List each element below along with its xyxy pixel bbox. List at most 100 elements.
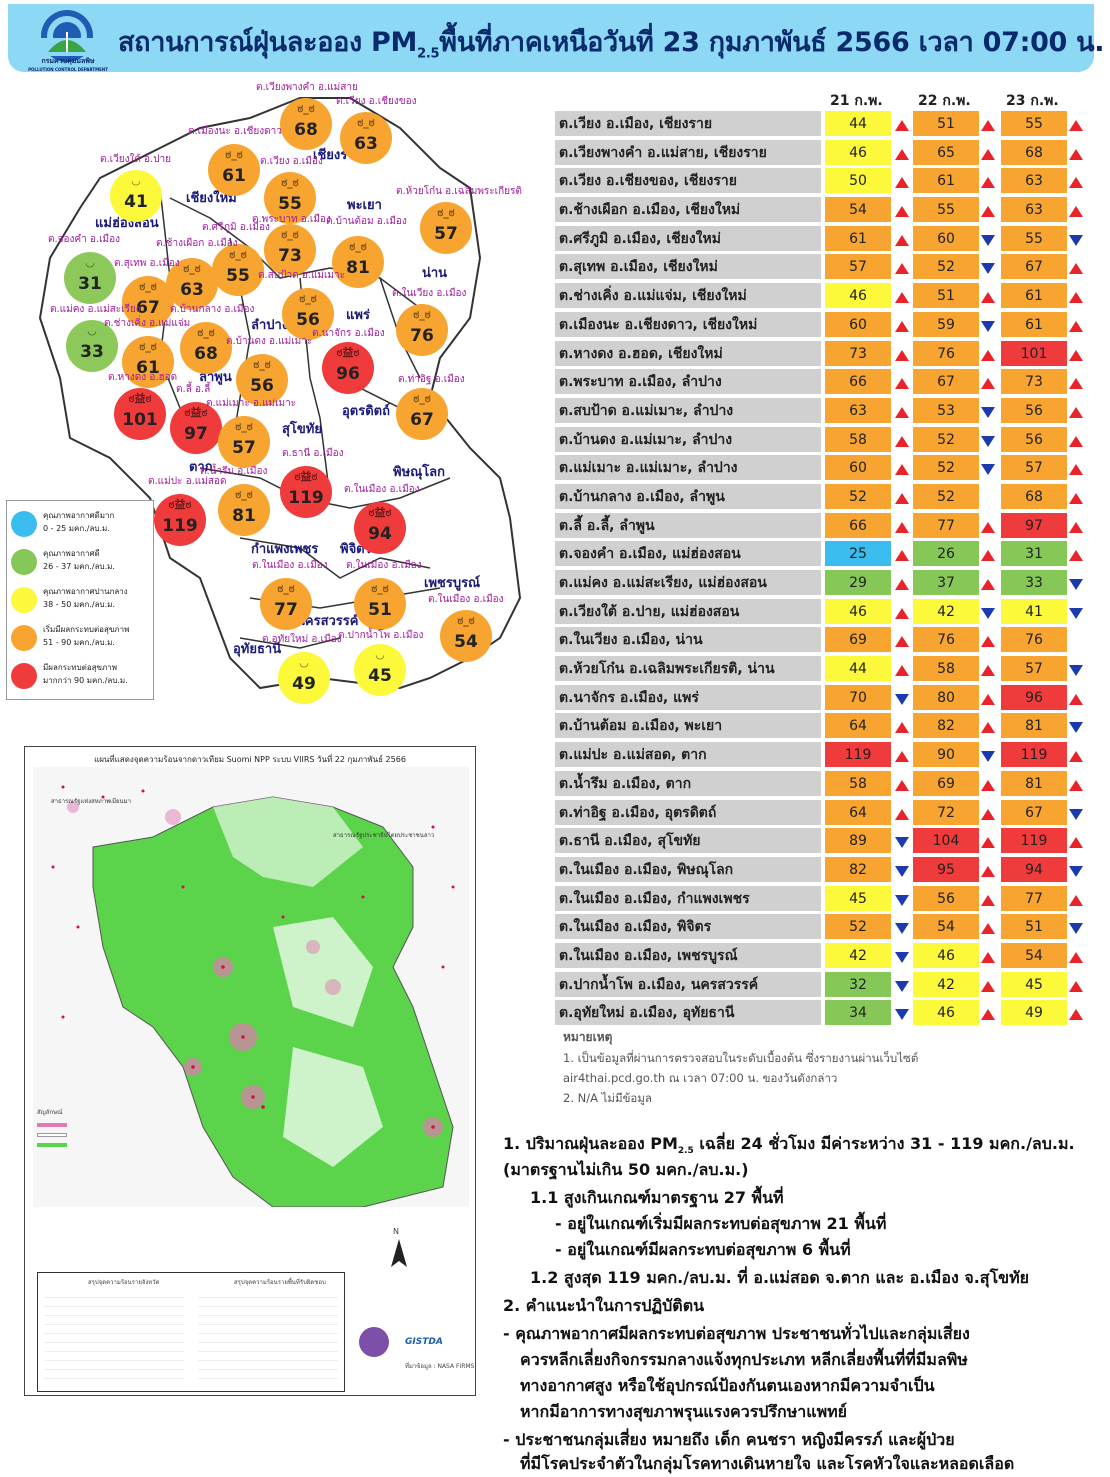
pm25-value-cell: 97: [1001, 512, 1067, 540]
trend-up-icon: [1069, 206, 1083, 218]
table-row: ต.บ้านดง อ.แม่เมาะ, ลำปาง 58 52 56: [555, 426, 1087, 456]
station-name: ต.ธานี อ.เมือง, สุโขทัย: [555, 828, 821, 856]
station-name: ต.เมืองนะ อ.เชียงดาว, เชียงใหม่: [555, 311, 821, 339]
trend-down-icon: [1069, 665, 1083, 677]
table-row: ต.อุทัยใหม่ อ.เมือง, อุทัยธานี 34 46 49: [555, 1000, 1087, 1029]
station-name: ต.บ้านต้อม อ.เมือง, พะเยา: [555, 713, 821, 741]
pm25-bubble: ◡ 41: [110, 170, 162, 222]
station-name: ต.ช่างเคิ่ง อ.แม่แจ่ม, เชียงใหม่: [555, 283, 821, 311]
station-name: ต.ในเมือง อ.เมือง, เพชรบูรณ์: [555, 942, 821, 970]
advice-line: ควรหลีกเลี่ยงกิจกรรมกลางแจ้งทุกประเภท หล…: [520, 1350, 968, 1369]
station-name: ต.อุทัยใหม่ อ.เมือง, อุทัยธานี: [555, 1000, 821, 1028]
pm25-bubble: ಠ_ಠ 56: [282, 288, 334, 340]
advice-line: ที่มีโรคประจำตัวในกลุ่มโรคทางเดินหายใจ แ…: [520, 1454, 1015, 1473]
trend-up-icon: [981, 837, 995, 849]
pm25-value-cell: 76: [913, 340, 979, 368]
pm25-value-cell: 67: [1001, 799, 1067, 827]
province-label: เชียงใหม่: [186, 191, 237, 206]
legend-range: 51 - 90 มคก./ลบ.ม.: [43, 638, 115, 647]
pm25-value-cell: 52: [913, 254, 979, 282]
pm25-value-cell: 46: [825, 283, 891, 311]
trend-up-icon: [895, 636, 909, 648]
pm25-value-cell: 70: [825, 684, 891, 712]
summary-p2: 2. คำแนะนำในการปฏิบัติตน: [503, 1296, 705, 1315]
table-row: ต.สบป้าด อ.แม่เมาะ, ลำปาง 63 53 56: [555, 397, 1087, 427]
province-label: เพชรบูรณ์: [424, 576, 481, 591]
pm25-value-cell: 59: [913, 311, 979, 339]
station-label: ต.ปากน้ำโพ อ.เมือง: [338, 630, 424, 641]
summary-p1-1b: - อยู่ในเกณฑ์มีผลกระทบต่อสุขภาพ 6 พื้นที…: [555, 1240, 851, 1259]
pm25-value-cell: 60: [913, 225, 979, 253]
trend-up-icon: [1069, 177, 1083, 189]
trend-down-icon: [895, 951, 909, 963]
pm25-value-cell: 90: [913, 742, 979, 770]
table-row: ต.ในเมือง อ.เมือง, พิจิตร 52 54 51: [555, 914, 1087, 943]
pm25-value-cell: 49: [1001, 1000, 1067, 1028]
pm25-value-cell: 65: [913, 139, 979, 167]
pm25-value-cell: 60: [825, 455, 891, 483]
table-row: ต.ช่างเคิ่ง อ.แม่แจ่ม, เชียงใหม่ 46 51 61: [555, 283, 1087, 312]
province-label: อุทัยธานี: [233, 642, 282, 657]
pm25-bubble: ಠ_ಠ 57: [218, 416, 270, 468]
pm25-value-cell: 68: [1001, 139, 1067, 167]
trend-down-icon: [895, 894, 909, 906]
aqi-legend: คุณภาพอากาศดีมาก 0 - 25 มคก./ลบ.ม. คุณภา…: [6, 500, 154, 700]
pm25-value-cell: 32: [825, 971, 891, 999]
table-row: ต.เวียงใต้ อ.ปาย, แม่ฮ่องสอน 46 42 41: [555, 598, 1087, 628]
station-label: ต.อุทัยใหม่ อ.เมือง: [262, 634, 342, 645]
legend-title: คุณภาพอากาศดีมาก: [43, 511, 115, 520]
trend-up-icon: [895, 550, 909, 562]
station-name: ต.ในเมือง อ.เมือง, กำแพงเพชร: [555, 885, 821, 913]
trend-up-icon: [1069, 550, 1083, 562]
pm25-value-cell: 119: [1001, 742, 1067, 770]
table-row: ต.ลี้ อ.ลี้, ลำพูน 66 77 97: [555, 512, 1087, 542]
pm25-value-cell: 45: [1001, 971, 1067, 999]
pm25-value-cell: 89: [825, 828, 891, 856]
advice-line: ทางอากาศสูง หรือใช้อุปกรณ์ป้องกันตนเองหา…: [520, 1376, 935, 1395]
pm25-value-cell: 77: [1001, 885, 1067, 913]
pm25-bubble: ◡ 31: [64, 252, 116, 304]
province-label: นครสวรรค์: [296, 614, 359, 629]
pm25-value-cell: 52: [913, 455, 979, 483]
pm25-value-cell: 51: [913, 111, 979, 138]
province-label: พิษณุโลก: [393, 465, 446, 480]
pm25-value-cell: 68: [1001, 483, 1067, 511]
pm25-value-cell: 60: [825, 311, 891, 339]
trend-up-icon: [981, 779, 995, 791]
sat-legend-swatch: [37, 1123, 67, 1127]
trend-up-icon: [1069, 837, 1083, 849]
trend-down-icon: [981, 464, 995, 476]
table-row: ต.บ้านต้อม อ.เมือง, พะเยา 64 82 81: [555, 713, 1087, 742]
legend-dot: [11, 549, 37, 575]
north-label: N: [393, 1227, 399, 1236]
trend-up-icon: [981, 865, 995, 877]
sat-legend-swatch: [37, 1133, 67, 1137]
station-name: ต.แม่คง อ.แม่สะเรียง, แม่ฮ่องสอน: [555, 570, 821, 597]
station-name: ต.นาจักร อ.เมือง, แพร่: [555, 684, 821, 712]
trend-down-icon: [895, 1009, 909, 1021]
pm25-bubble: ಠ_ಠ 67: [122, 276, 174, 328]
station-name: ต.ท่าอิฐ อ.เมือง, อุตรดิตถ์: [555, 799, 821, 827]
station-name: ต.แม่เมาะ อ.แม่เมาะ, ลำปาง: [555, 455, 821, 483]
legend-range: 0 - 25 มคก./ลบ.ม.: [43, 524, 110, 533]
station-name: ต.ช้างเผือก อ.เมือง, เชียงใหม่: [555, 197, 821, 225]
province-label: ตาก: [189, 460, 213, 475]
station-label: ต.เวียงพางคำ อ.แม่สาย: [256, 82, 358, 93]
trend-up-icon: [1069, 435, 1083, 447]
satellite-map-title: แผนที่แสดงจุดความร้อนจากดาวเทียม Suomi N…: [94, 755, 406, 764]
station-label: ต.ช้างเผือก อ.เมือง: [156, 238, 238, 249]
pm25-value-cell: 94: [1001, 856, 1067, 884]
pm25-value-cell: 73: [825, 340, 891, 368]
station-name: ต.สบป้าด อ.แม่เมาะ, ลำปาง: [555, 397, 821, 425]
pm25-value-cell: 52: [825, 914, 891, 942]
pm25-value-cell: 96: [1001, 684, 1067, 712]
trend-up-icon: [895, 665, 909, 677]
trend-down-icon: [1069, 607, 1083, 619]
station-name: ต.ลี้ อ.ลี้, ลำพูน: [555, 512, 821, 540]
pm25-value-cell: 54: [825, 197, 891, 225]
trend-down-icon: [1069, 865, 1083, 877]
pm25-bubble: ಠ_ಠ 61: [208, 144, 260, 196]
province-label: สุโขทัย: [282, 422, 322, 437]
pm25-value-cell: 29: [825, 570, 891, 597]
summary-p1-line2: (มาตรฐานไม่เกิน 50 มคก./ลบ.ม.): [503, 1160, 749, 1179]
